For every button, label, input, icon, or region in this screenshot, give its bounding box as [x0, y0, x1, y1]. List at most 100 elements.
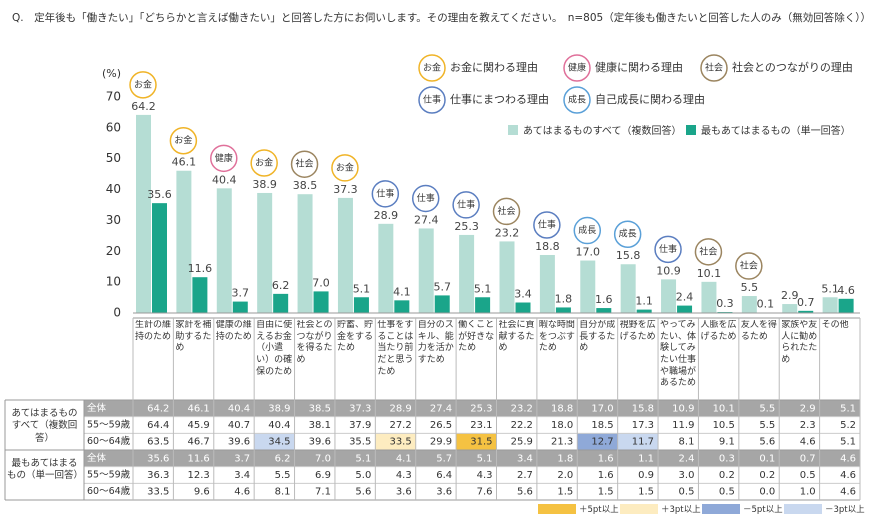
cell-value: 4.6 — [840, 453, 856, 464]
bar — [394, 300, 410, 313]
cell-value: 0.5 — [800, 470, 816, 481]
row-label: 55～59歳 — [87, 419, 131, 431]
legend-swatch — [508, 125, 518, 135]
bar — [434, 295, 450, 313]
category-label: 視野を広げるため — [619, 320, 656, 342]
value-label: 17.0 — [576, 246, 601, 259]
cell-value: 37.9 — [349, 420, 371, 431]
cell-value: 18.0 — [551, 420, 573, 431]
badge — [492, 197, 521, 226]
value-label: 46.1 — [172, 156, 197, 169]
badge — [290, 150, 319, 178]
row-label: 全体 — [87, 452, 107, 464]
value-label: 1.8 — [555, 292, 573, 305]
value-label: 1.1 — [635, 295, 653, 308]
cell-value: 0.1 — [759, 453, 775, 464]
bar — [555, 307, 571, 313]
cell-value: 34.5 — [268, 437, 290, 448]
cell-value: 4.6 — [840, 470, 856, 481]
bar — [353, 297, 369, 313]
category-label: 自分のスキル、能力を活かすため — [417, 320, 454, 366]
highlight-cell — [254, 433, 295, 451]
bar — [297, 194, 313, 313]
legend-badge — [700, 54, 728, 82]
category-label: 社会に貢献するため — [498, 320, 535, 354]
category-label: やってみたい、体験してみたい仕事や職場があるため — [660, 320, 697, 389]
value-label: 7.0 — [312, 276, 330, 289]
cell-value: 28.9 — [389, 403, 411, 414]
cell-value: 40.4 — [268, 420, 290, 431]
cell-value: 3.4 — [517, 453, 533, 464]
cell-value: 45.9 — [188, 420, 210, 431]
value-label: 10.1 — [697, 267, 722, 280]
badge-text: お金 — [255, 156, 273, 168]
cell-value: 0.7 — [800, 453, 816, 464]
highlight-swatch — [702, 504, 740, 514]
cell-value: 17.0 — [591, 403, 613, 414]
cell-value: 12.3 — [188, 470, 210, 481]
bar — [459, 234, 475, 313]
cell-value: 3.6 — [436, 487, 452, 498]
cell-value: 5.1 — [840, 403, 856, 414]
category-label: 家族や友人に勧められたため — [781, 320, 818, 366]
cell-value: 0.9 — [638, 470, 654, 481]
cell-value: 0.0 — [759, 487, 775, 498]
cell-value: 26.5 — [430, 420, 452, 431]
bar — [515, 302, 531, 313]
category-label-box: 友人を得るため — [740, 320, 777, 342]
badge-text: お金 — [336, 161, 354, 173]
cell-value: 15.8 — [632, 403, 654, 414]
row-label: 60～64歳 — [87, 435, 131, 447]
cell-value: 38.1 — [309, 420, 331, 431]
cell-value: 1.5 — [557, 487, 573, 498]
value-label: 1.6 — [595, 293, 613, 306]
highlight-swatch — [784, 504, 822, 514]
highlight-cell — [617, 433, 659, 451]
badge — [331, 154, 359, 182]
cell-value: 2.0 — [557, 470, 573, 481]
legend-badge-text: 成長 — [568, 94, 586, 106]
group-label: あてはまるものすべて（複数回答） — [11, 408, 78, 444]
cell-value: 5.1 — [477, 453, 493, 464]
cell-value: 4.1 — [396, 453, 412, 464]
value-label: 23.2 — [495, 226, 520, 239]
cell-value: 4.6 — [234, 487, 250, 498]
cell-value: 8.1 — [275, 487, 291, 498]
y-tick-label: 20 — [106, 244, 121, 258]
category-label-box: 健康の維持のため — [216, 320, 252, 342]
cell-value: 11.7 — [632, 437, 654, 448]
cell-value: 6.4 — [436, 470, 452, 481]
legend-badge-text: 社会 — [705, 62, 723, 74]
cell-value: 1.0 — [800, 487, 816, 498]
highlight-swatch — [620, 504, 658, 514]
badge — [210, 144, 238, 173]
badge — [250, 149, 278, 177]
cell-value: 64.2 — [147, 403, 169, 414]
cell-value: 27.4 — [430, 403, 452, 414]
cell-value: 9.1 — [719, 437, 735, 448]
category-label: 友人を得るため — [740, 320, 777, 342]
legend-badge-label: 自己成長に関わる理由 — [595, 92, 705, 106]
value-label: 5.7 — [433, 280, 451, 293]
badge-text: 仕事 — [538, 218, 556, 230]
cell-value: 3.6 — [396, 487, 412, 498]
cell-value: 4.3 — [396, 470, 412, 481]
cell-value: 2.9 — [800, 403, 816, 414]
bar — [232, 301, 248, 313]
category-label: 社会とのつながりを得るため — [296, 320, 333, 366]
y-tick-label: 10 — [106, 275, 121, 289]
value-label: 5.1 — [353, 282, 371, 295]
category-label-box: 貯蓄、貯金をするため — [337, 320, 373, 353]
cell-value: 64.4 — [147, 420, 169, 431]
bar — [152, 203, 167, 313]
cell-value: 40.4 — [228, 403, 250, 414]
cell-value: 1.5 — [638, 487, 654, 498]
bar — [677, 305, 693, 313]
y-tick-label: 30 — [106, 213, 121, 227]
cell-value: 8.1 — [679, 437, 695, 448]
cell-value: 38.9 — [268, 403, 290, 414]
cell-value: 6.2 — [275, 453, 291, 464]
bar — [216, 188, 232, 313]
badge — [411, 184, 440, 213]
